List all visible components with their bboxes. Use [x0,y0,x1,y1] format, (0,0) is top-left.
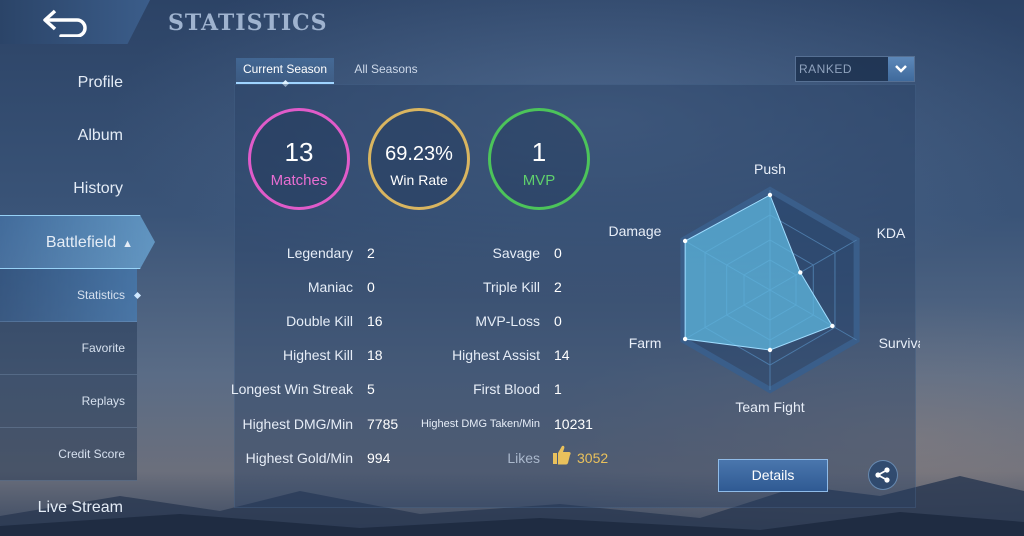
radar-axis-label: KDA [877,225,906,241]
stat-row: Highest DMG Taken/Min 10231 [380,414,593,434]
sidebar-subitem-statistics[interactable]: Statistics [0,269,137,322]
stat-label: Highest Gold/Min [245,450,353,466]
stat-label: MVP-Loss [475,313,540,329]
stat-row: Highest Kill 18 [180,345,383,365]
stat-label: Highest DMG/Min [242,416,353,432]
radar-chart: Push KDA Survival Team Fight Farm Damage [608,161,920,415]
sidebar-subitem-credit-score[interactable]: Credit Score [0,428,137,481]
stat-value: 5 [367,381,375,397]
stat-label: Highest DMG Taken/Min [420,418,540,430]
stat-row: Legendary 2 [180,243,375,263]
win-rate-value: 69.23% [385,143,453,165]
matches-value: 13 [284,137,314,167]
mode-select-value: RANKED [799,62,853,76]
stat-value: 14 [554,347,570,363]
radar-points [682,192,835,353]
radar-axis-label: Damage [608,223,661,239]
share-button[interactable] [868,460,898,490]
battlefield-submenu: Statistics Favorite Replays Credit Score [0,269,137,481]
radar-point-push [767,192,773,198]
sidebar-item-history[interactable]: History [73,180,123,197]
radar-labels: Push KDA Survival Team Fight Farm Damage [608,161,920,415]
stat-row: Savage 0 [380,243,562,263]
sidebar-item-live-stream[interactable]: Live Stream [37,499,123,516]
matches-stat: 13 Matches [248,108,350,210]
back-button[interactable] [0,0,150,44]
stat-value: 0 [554,245,562,261]
stat-value: 994 [367,450,391,466]
sidebar-item-battlefield-label: Battlefield [45,234,117,251]
stat-label: Likes [507,450,540,466]
mvp-stat: 1 MVP [488,108,590,210]
stat-row-likes: Likes 3052 [380,448,608,468]
stat-value: 1 [554,381,562,397]
stat-row: Highest DMG/Min 7785 [180,414,399,434]
tab-all-seasons[interactable]: All Seasons [354,62,418,76]
sidebar-item-album[interactable]: Album [77,127,123,144]
stat-row: Maniac 0 [180,277,375,297]
stat-value: 7785 [367,416,399,432]
radar-point-farm [682,336,688,342]
stat-row: Longest Win Streak 5 [180,379,375,399]
stat-label: Savage [492,245,540,261]
stat-value: 16 [367,313,383,329]
mvp-value: 1 [531,137,547,167]
stat-value: 2 [554,279,562,295]
stat-label: Highest Kill [282,347,353,363]
sidebar-item-profile[interactable]: Profile [77,74,123,91]
radar-axis-label: Farm [629,335,662,351]
stat-label: Maniac [307,279,353,295]
share-icon [875,467,890,483]
radar-point-damage [682,238,688,244]
radar-point-survival [830,323,835,329]
radar-point-kda [798,270,803,275]
stat-row: Double Kill 16 [180,311,383,331]
tab-current-season[interactable]: Current Season [236,58,334,84]
radar-point-team-fight [767,347,773,353]
mode-select[interactable]: RANKED [795,56,915,82]
radar-axis-label: Team Fight [735,399,804,415]
mvp-label: MVP [522,172,556,189]
matches-label: Matches [270,172,328,189]
stat-value: 0 [367,279,375,295]
back-arrow-icon [43,9,87,37]
stat-label: First Blood [473,381,540,397]
win-rate-label: Win Rate [390,172,448,188]
stat-value: 2 [367,245,375,261]
stat-label: Double Kill [286,313,353,329]
stat-row: Highest Gold/Min 994 [180,448,391,468]
stat-label: Triple Kill [482,279,540,295]
mountain-background [0,476,1024,536]
stat-row: Triple Kill 2 [380,277,562,297]
stat-row: First Blood 1 [380,379,562,399]
sidebar-subitem-favorite[interactable]: Favorite [0,322,137,375]
chevron-down-icon[interactable] [888,57,914,81]
stat-label: Legendary [286,245,353,261]
radar-axis-label: Survival [879,335,920,351]
stat-value: 0 [554,313,562,329]
thumbs-up-icon[interactable] [552,444,572,466]
stat-value: 18 [367,347,383,363]
stat-label: Highest Assist [452,347,540,363]
page-title: STATISTICS [168,10,328,36]
sidebar-item-battlefield[interactable]: Battlefield ▲ [0,215,155,269]
radar-axis-label: Push [754,161,786,177]
stat-row: Highest Assist 14 [380,345,570,365]
chevron-up-icon: ▲ [122,238,133,250]
sidebar: Profile Album History Battlefield ▲ Stati… [0,56,155,534]
details-button[interactable]: Details [718,459,828,492]
stat-row: MVP-Loss 0 [380,311,561,331]
stat-value: 10231 [554,416,593,432]
win-rate-stat: 69.23% Win Rate [368,108,470,210]
stat-label: Longest Win Streak [230,381,353,397]
sidebar-subitem-replays[interactable]: Replays [0,375,137,428]
likes-value: 3052 [577,450,609,466]
